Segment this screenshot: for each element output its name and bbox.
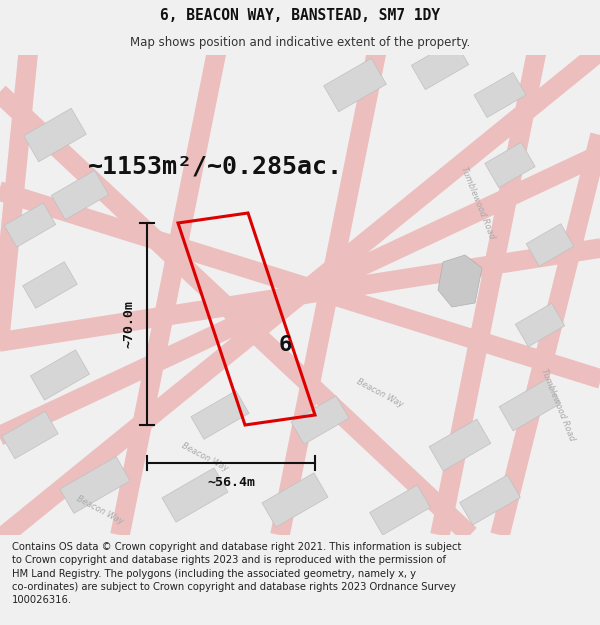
Polygon shape xyxy=(291,396,349,444)
Polygon shape xyxy=(162,468,228,522)
Text: ~70.0m: ~70.0m xyxy=(122,300,136,348)
Text: ~56.4m: ~56.4m xyxy=(207,476,255,489)
Polygon shape xyxy=(370,485,430,535)
Polygon shape xyxy=(60,457,130,513)
Polygon shape xyxy=(438,255,482,307)
Text: 6, BEACON WAY, BANSTEAD, SM7 1DY: 6, BEACON WAY, BANSTEAD, SM7 1DY xyxy=(160,8,440,23)
Polygon shape xyxy=(191,391,249,439)
Text: Contains OS data © Crown copyright and database right 2021. This information is : Contains OS data © Crown copyright and d… xyxy=(12,542,461,605)
Text: Beacon Way: Beacon Way xyxy=(180,441,230,473)
Polygon shape xyxy=(31,350,89,400)
Polygon shape xyxy=(515,303,565,347)
Polygon shape xyxy=(262,473,328,527)
Polygon shape xyxy=(23,262,77,308)
Polygon shape xyxy=(485,142,535,188)
Text: Tumblewood Road: Tumblewood Road xyxy=(460,166,497,241)
Polygon shape xyxy=(2,411,58,459)
Polygon shape xyxy=(52,171,109,219)
Polygon shape xyxy=(429,419,491,471)
Text: Tumblewood Road: Tumblewood Road xyxy=(539,368,577,442)
Text: Map shows position and indicative extent of the property.: Map shows position and indicative extent… xyxy=(130,36,470,49)
Polygon shape xyxy=(474,72,526,118)
Polygon shape xyxy=(23,108,86,162)
Text: Beacon Way: Beacon Way xyxy=(75,494,125,526)
Polygon shape xyxy=(4,203,56,247)
Polygon shape xyxy=(460,475,520,525)
Polygon shape xyxy=(412,41,469,89)
Polygon shape xyxy=(499,379,561,431)
Text: ~1153m²/~0.285ac.: ~1153m²/~0.285ac. xyxy=(88,155,343,179)
Polygon shape xyxy=(526,224,574,266)
Text: Beacon Way: Beacon Way xyxy=(355,377,405,409)
Polygon shape xyxy=(323,58,386,112)
Text: 6: 6 xyxy=(278,335,292,355)
